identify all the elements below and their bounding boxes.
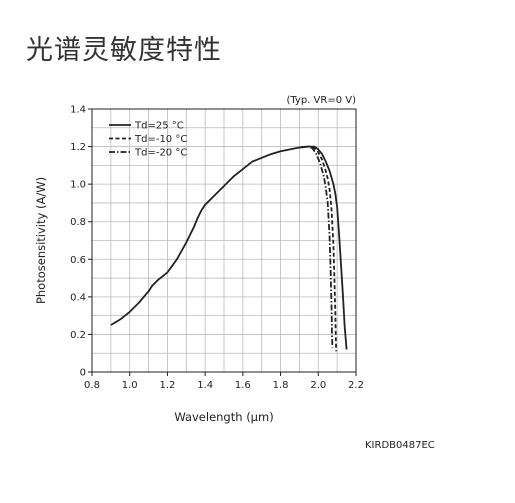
y-tick-label: 1.4 bbox=[70, 105, 86, 116]
y-axis-label: Photosensitivity (A/W) bbox=[34, 177, 48, 304]
y-tick-label: 0.4 bbox=[70, 292, 86, 303]
y-tick-label: 1.0 bbox=[70, 180, 86, 191]
x-tick-label: 2.0 bbox=[310, 380, 326, 391]
document-code: KIRDB0487EC bbox=[365, 440, 435, 451]
x-tick-label: 1.8 bbox=[273, 380, 289, 391]
y-tick-label: 0 bbox=[80, 368, 86, 379]
plot-frame bbox=[91, 108, 357, 373]
x-tick-label: 1.2 bbox=[159, 380, 175, 391]
x-tick-label: 1.6 bbox=[235, 380, 251, 391]
legend-label-1: Td=25 °C bbox=[134, 121, 184, 132]
y-tick-label: 1.2 bbox=[70, 142, 86, 153]
y-tick-label: 0.8 bbox=[70, 217, 86, 228]
y-tick-label: 0.2 bbox=[70, 330, 86, 341]
series-line-1 bbox=[110, 145, 348, 350]
grid bbox=[92, 109, 356, 372]
x-tick-label: 1.0 bbox=[122, 380, 138, 391]
x-tick-label: 0.8 bbox=[84, 380, 100, 391]
x-tick-label: 2.2 bbox=[348, 380, 364, 391]
legend-label-2: Td=-10 °C bbox=[134, 134, 187, 145]
y-tick-label: 0.6 bbox=[70, 255, 86, 266]
series-line-2 bbox=[299, 145, 338, 352]
page-title: 光谱灵敏度特性 bbox=[26, 35, 222, 66]
x-axis-label: Wavelength (μm) bbox=[174, 410, 273, 424]
legend: Td=25 °C Td=-10 °C Td=-20 °C bbox=[109, 121, 187, 159]
series-lines bbox=[110, 145, 348, 352]
condition-note: (Typ. VR=0 V) bbox=[286, 95, 356, 106]
legend-label-3: Td=-20 °C bbox=[134, 148, 187, 159]
axis-ticks: 0.8 1.0 1.2 1.4 1.6 1.8 2.0 2.2 0 0.2 0.4 0.6 0.8 1.0… bbox=[70, 105, 364, 392]
x-tick-label: 1.4 bbox=[197, 380, 213, 391]
series-line-3 bbox=[299, 145, 334, 348]
